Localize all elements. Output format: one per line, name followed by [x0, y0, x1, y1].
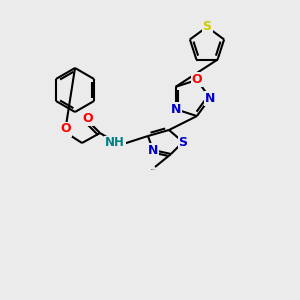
Text: O: O	[192, 74, 202, 86]
Text: N: N	[205, 92, 215, 104]
Text: O: O	[61, 122, 71, 136]
Text: NH: NH	[105, 136, 125, 149]
Text: methyl: methyl	[151, 169, 156, 170]
Text: S: S	[202, 20, 211, 34]
Text: N: N	[170, 103, 181, 116]
Text: O: O	[83, 112, 93, 124]
Text: N: N	[148, 143, 158, 157]
Text: S: S	[178, 136, 188, 148]
